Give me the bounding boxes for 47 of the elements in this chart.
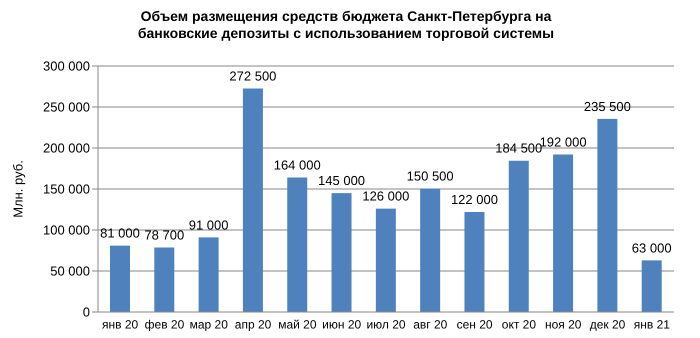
x-tick-label: дек 20 [590,318,626,332]
data-label: 122 000 [450,192,498,207]
x-tick-label: мар 20 [190,318,228,332]
data-label: 81 000 [100,226,140,241]
bar [287,178,308,312]
bar [464,212,484,312]
y-tick-label: 300 000 [43,58,90,74]
y-tick-label: 0 [82,304,90,320]
y-tick-label: 200 000 [43,140,90,156]
data-label: 78 700 [144,227,184,242]
bar [154,247,174,312]
x-tick-label: ноя 20 [544,318,582,332]
data-label: 63 000 [632,240,672,256]
bar [110,246,130,312]
x-tick-label: июн 20 [322,318,362,332]
y-tick-label: 150 000 [43,182,90,197]
x-tick-label: фев 20 [144,318,185,332]
bar [198,237,219,312]
x-tick-label: окт 20 [502,318,536,332]
bar [242,88,263,312]
x-tick-label: апр 20 [234,318,272,332]
y-tick-label: 50 000 [50,264,90,279]
data-label: 272 500 [229,68,276,84]
y-tick-label: 250 000 [43,100,90,115]
data-label: 184 500 [495,140,542,156]
bar [553,154,574,312]
x-tick-label: янв 20 [102,318,139,332]
data-label: 164 000 [274,158,321,173]
bar [597,118,618,312]
bar [508,160,529,312]
chart-title: Объем размещения средств бюджета Санкт-Петербурга на банковские депозиты с использованием торговой системы [136,8,556,43]
x-tick-label: май 20 [278,318,317,332]
x-tick-label: июл 20 [366,318,406,332]
data-label: 145 000 [318,173,366,188]
x-tick-label: сен 20 [456,318,493,332]
data-label: 235 500 [584,98,631,114]
bar [642,260,662,312]
bar [332,193,352,312]
y-axis-title: Млн. руб. [10,160,26,218]
x-tick-label: авг 20 [413,318,448,332]
data-label: 126 000 [362,188,410,204]
data-label: 150 500 [406,168,454,184]
bar [376,208,396,312]
data-label: 91 000 [188,217,228,232]
bar [420,188,440,312]
x-tick-label: янв 21 [634,318,670,332]
y-tick-label: 100 000 [43,222,90,238]
